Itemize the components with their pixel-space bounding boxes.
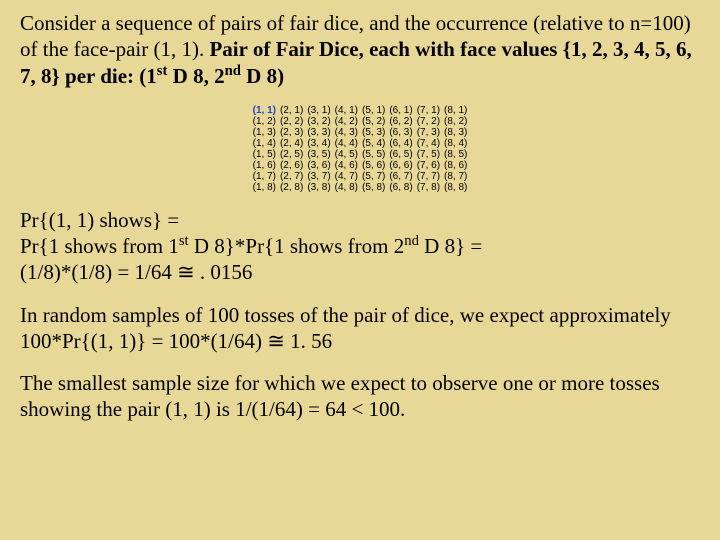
outcome-cell: (3, 4) [305,138,332,149]
outcome-cell: (2, 3) [278,127,305,138]
outcome-cell: (4, 5) [333,149,360,160]
outcome-cell: (6, 2) [387,116,414,127]
outcome-cell: (5, 7) [360,171,387,182]
outcome-cell: (1, 2) [251,116,278,127]
outcome-cell: (7, 5) [415,149,442,160]
outcome-cell: (7, 1) [415,105,442,116]
probability-calc: Pr{(1, 1) shows} = Pr{1 shows from 1st D… [20,207,700,286]
outcome-cell: (3, 7) [305,171,332,182]
outcome-cell: (8, 3) [442,127,469,138]
outcome-cell: (8, 6) [442,160,469,171]
outcome-cell: (6, 4) [387,138,414,149]
outcome-cell: (7, 3) [415,127,442,138]
outcome-cell: (6, 8) [387,182,414,193]
outcome-cell: (2, 8) [278,182,305,193]
outcome-cell: (2, 1) [278,105,305,116]
outcome-cell: (4, 4) [333,138,360,149]
outcome-cell: (2, 7) [278,171,305,182]
outcome-cell: (5, 8) [360,182,387,193]
outcome-cell: (8, 5) [442,149,469,160]
outcome-cell: (4, 6) [333,160,360,171]
outcome-cell: (3, 1) [305,105,332,116]
outcome-cell: (4, 1) [333,105,360,116]
outcome-cell: (5, 6) [360,160,387,171]
outcome-cell: (8, 2) [442,116,469,127]
outcome-cell: (1, 1) [251,105,278,116]
outcome-cell: (4, 2) [333,116,360,127]
outcome-cell: (3, 3) [305,127,332,138]
outcome-cell: (5, 5) [360,149,387,160]
outcome-cell: (7, 7) [415,171,442,182]
outcome-cell: (2, 5) [278,149,305,160]
outcome-cell: (1, 5) [251,149,278,160]
outcome-cell: (3, 6) [305,160,332,171]
outcome-cell: (7, 8) [415,182,442,193]
outcome-cell: (4, 7) [333,171,360,182]
outcome-cell: (7, 2) [415,116,442,127]
outcome-cell: (1, 3) [251,127,278,138]
outcome-cell: (6, 5) [387,149,414,160]
outcome-cell: (2, 2) [278,116,305,127]
outcome-cell: (3, 8) [305,182,332,193]
outcome-cell: (1, 8) [251,182,278,193]
outcome-cell: (5, 2) [360,116,387,127]
outcome-cell: (3, 5) [305,149,332,160]
outcome-cell: (1, 6) [251,160,278,171]
outcome-grid: (1, 1)(2, 1)(3, 1)(4, 1)(5, 1)(6, 1)(7, … [251,105,470,193]
outcome-cell: (1, 4) [251,138,278,149]
outcome-cell: (2, 4) [278,138,305,149]
outcome-cell: (7, 6) [415,160,442,171]
outcome-cell: (5, 3) [360,127,387,138]
outcome-cell: (8, 4) [442,138,469,149]
outcome-cell: (8, 1) [442,105,469,116]
outcome-cell: (6, 6) [387,160,414,171]
outcome-cell: (5, 1) [360,105,387,116]
outcome-cell: (6, 1) [387,105,414,116]
outcome-cell: (1, 7) [251,171,278,182]
outcome-cell: (2, 6) [278,160,305,171]
intro-paragraph: Consider a sequence of pairs of fair dic… [20,10,700,89]
smallest-sample-paragraph: The smallest sample size for which we ex… [20,370,700,423]
outcome-cell: (6, 3) [387,127,414,138]
outcome-cell: (7, 4) [415,138,442,149]
outcome-cell: (4, 3) [333,127,360,138]
outcome-cell: (8, 8) [442,182,469,193]
outcome-cell: (5, 4) [360,138,387,149]
expectation-paragraph: In random samples of 100 tosses of the p… [20,302,700,355]
outcome-cell: (6, 7) [387,171,414,182]
outcome-cell: (8, 7) [442,171,469,182]
outcome-cell: (4, 8) [333,182,360,193]
outcome-cell: (3, 2) [305,116,332,127]
